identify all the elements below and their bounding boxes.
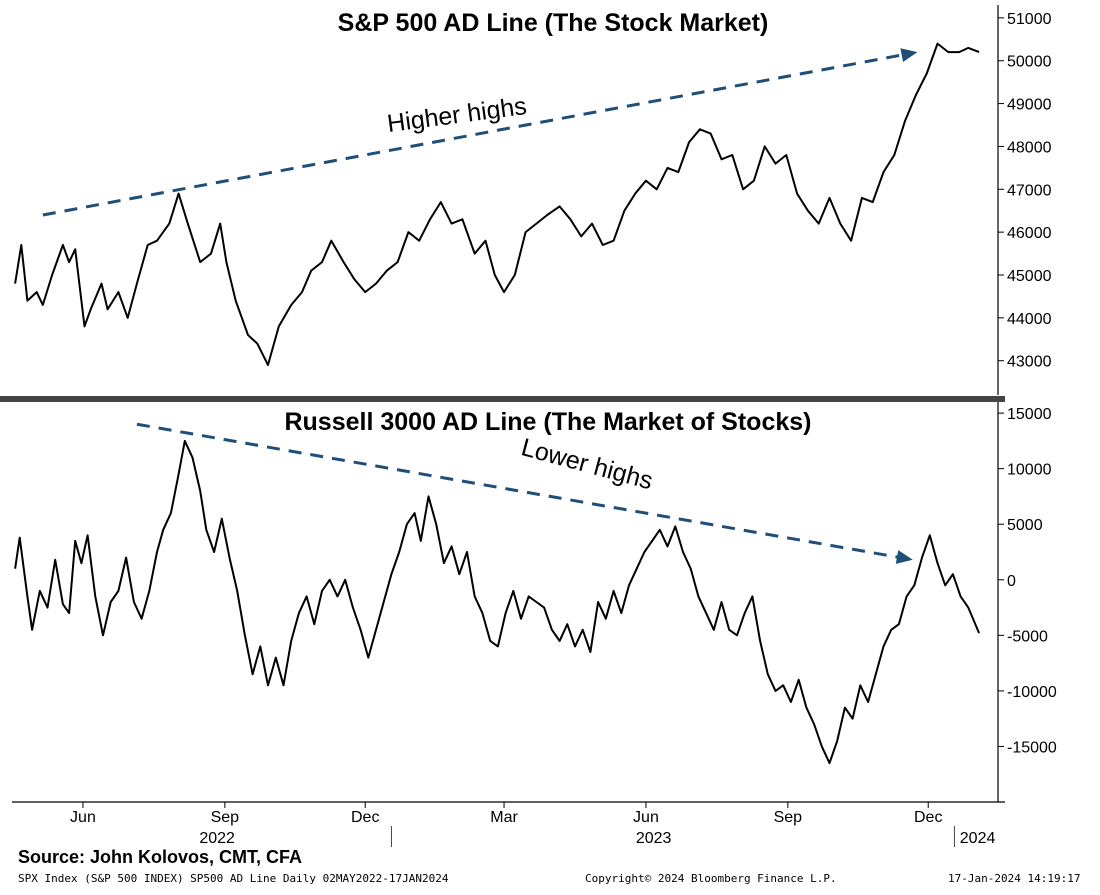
russell3000-y-tick-label: 15000 [1007, 406, 1052, 423]
sp500-trendline-arrowhead [900, 48, 918, 62]
sp500-y-tick-label: 49000 [1007, 97, 1052, 114]
ticker-info: SPX Index (S&P 500 INDEX) SP500 AD Line … [18, 872, 449, 885]
timestamp: 17-Jan-2024 14:19:17 [948, 872, 1081, 885]
x-axis-ticks: Jun Sep Dec Mar Jun Sep Dec 2022 2023 2024 [70, 802, 995, 847]
sp500-y-tick-label: 47000 [1007, 182, 1052, 199]
x-year-label: 2022 [199, 830, 235, 847]
sp500-chart-title: S&P 500 AD Line (The Stock Market) [338, 9, 769, 37]
x-tick-label: Mar [490, 809, 518, 826]
sp500-y-tick-label: 45000 [1007, 268, 1052, 285]
russell3000-y-tick-label: -5000 [1007, 628, 1048, 645]
x-year-label: 2024 [960, 830, 996, 847]
sp500-y-tick-label: 51000 [1007, 11, 1052, 28]
copyright-notice: Copyright© 2024 Bloomberg Finance L.P. [585, 872, 837, 885]
russell3000-y-tick-label: -10000 [1007, 684, 1057, 701]
russell3000-y-tick-label: 0 [1007, 573, 1016, 590]
x-year-label: 2023 [636, 830, 672, 847]
russell3000-y-tick-label: 5000 [1007, 517, 1043, 534]
higher-highs-annotation: Higher highs [386, 92, 529, 138]
sp500-y-tick-label: 43000 [1007, 354, 1052, 371]
x-tick-label: Jun [633, 809, 659, 826]
x-tick-label: Dec [914, 809, 942, 826]
russell3000-y-ticks: -15000 -10000 -5000 0 5000 10000 15000 [998, 406, 1057, 756]
sp500-y-tick-label: 50000 [1007, 54, 1052, 71]
x-tick-label: Jun [70, 809, 96, 826]
sp500-ad-line [14, 42, 980, 366]
russell3000-trendline-arrowhead [895, 550, 913, 564]
sp500-y-ticks: 43000 44000 45000 46000 47000 48000 49000 50000… [998, 11, 1052, 371]
russell3000-ad-line [14, 439, 981, 765]
sp500-panel: 43000 44000 45000 46000 47000 48000 49000 50000… [14, 5, 1052, 395]
russell3000-y-tick-label: -15000 [1007, 739, 1057, 756]
lower-highs-annotation: Lower highs [518, 433, 655, 495]
source-credit: Source: John Kolovos, CMT, CFA [18, 847, 303, 867]
x-tick-label: Sep [774, 809, 803, 826]
x-tick-label: Dec [351, 809, 379, 826]
russell3000-y-tick-label: 10000 [1007, 462, 1052, 479]
sp500-y-tick-label: 48000 [1007, 139, 1052, 156]
russell3000-trendline [136, 422, 902, 560]
x-tick-label: Sep [211, 809, 240, 826]
sp500-trendline [42, 52, 906, 217]
sp500-y-tick-label: 46000 [1007, 225, 1052, 242]
panel-divider [0, 396, 1005, 402]
russell3000-chart-title: Russell 3000 AD Line (The Market of Stoc… [284, 408, 811, 436]
russell3000-panel: -15000 -10000 -5000 0 5000 10000 15000 Jun Sep D… [12, 402, 1057, 847]
sp500-y-tick-label: 44000 [1007, 311, 1052, 328]
